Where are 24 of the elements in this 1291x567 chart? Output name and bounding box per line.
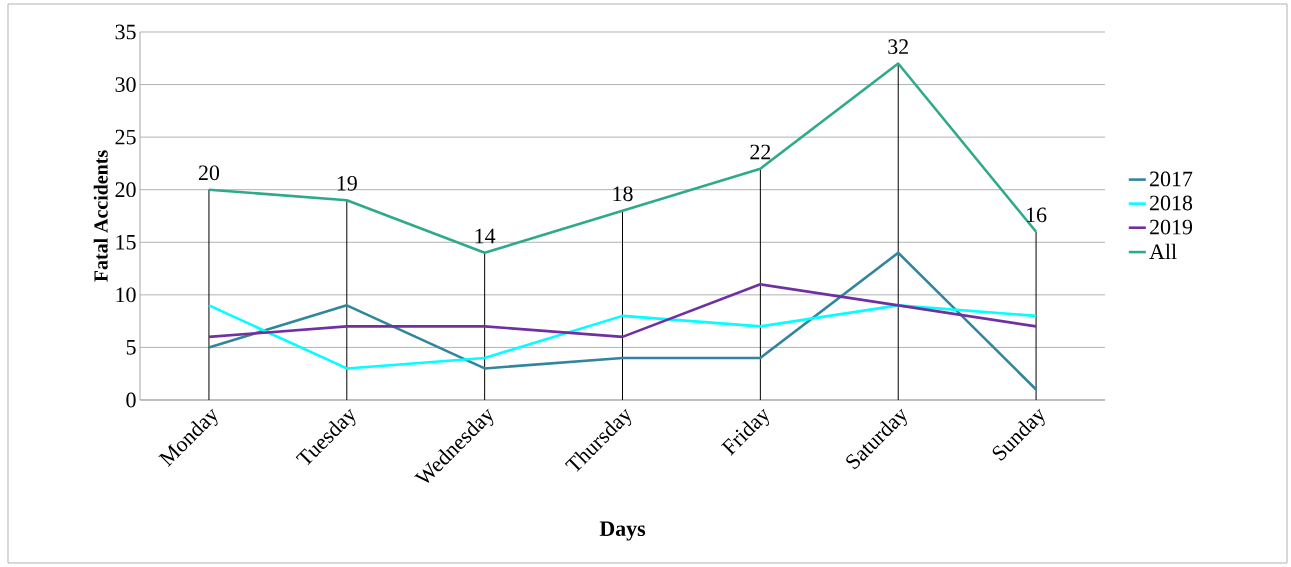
data-label: 16 [1027,207,1047,223]
line-series [207,283,1038,339]
y-tick-label: 0 [126,392,136,408]
legend-label: All [1149,243,1177,259]
y-tick-label: 30 [115,77,136,92]
legend-label: 2018 [1150,195,1193,211]
y-tick-label: 25 [115,129,136,145]
data-label: 19 [337,175,357,191]
data-label: 14 [475,228,496,244]
data-label: 20 [198,165,220,181]
y-tick-label: 35 [115,24,136,40]
line-series [207,304,1038,370]
legend-label: 2017 [1150,171,1193,187]
y-tick-label: 5 [126,340,136,355]
legend-label: 2019 [1150,219,1193,235]
y-axis-title: Fatal Accidents [93,150,108,282]
y-tick-label: 10 [116,287,136,303]
y-tick-label: 20 [115,182,136,198]
data-label: 32 [888,39,908,55]
y-tick-label: 15 [116,234,136,250]
line-series [207,251,1038,391]
data-label: 18 [613,186,633,202]
data-label: 22 [750,144,771,160]
x-axis-title: Days [599,521,646,541]
